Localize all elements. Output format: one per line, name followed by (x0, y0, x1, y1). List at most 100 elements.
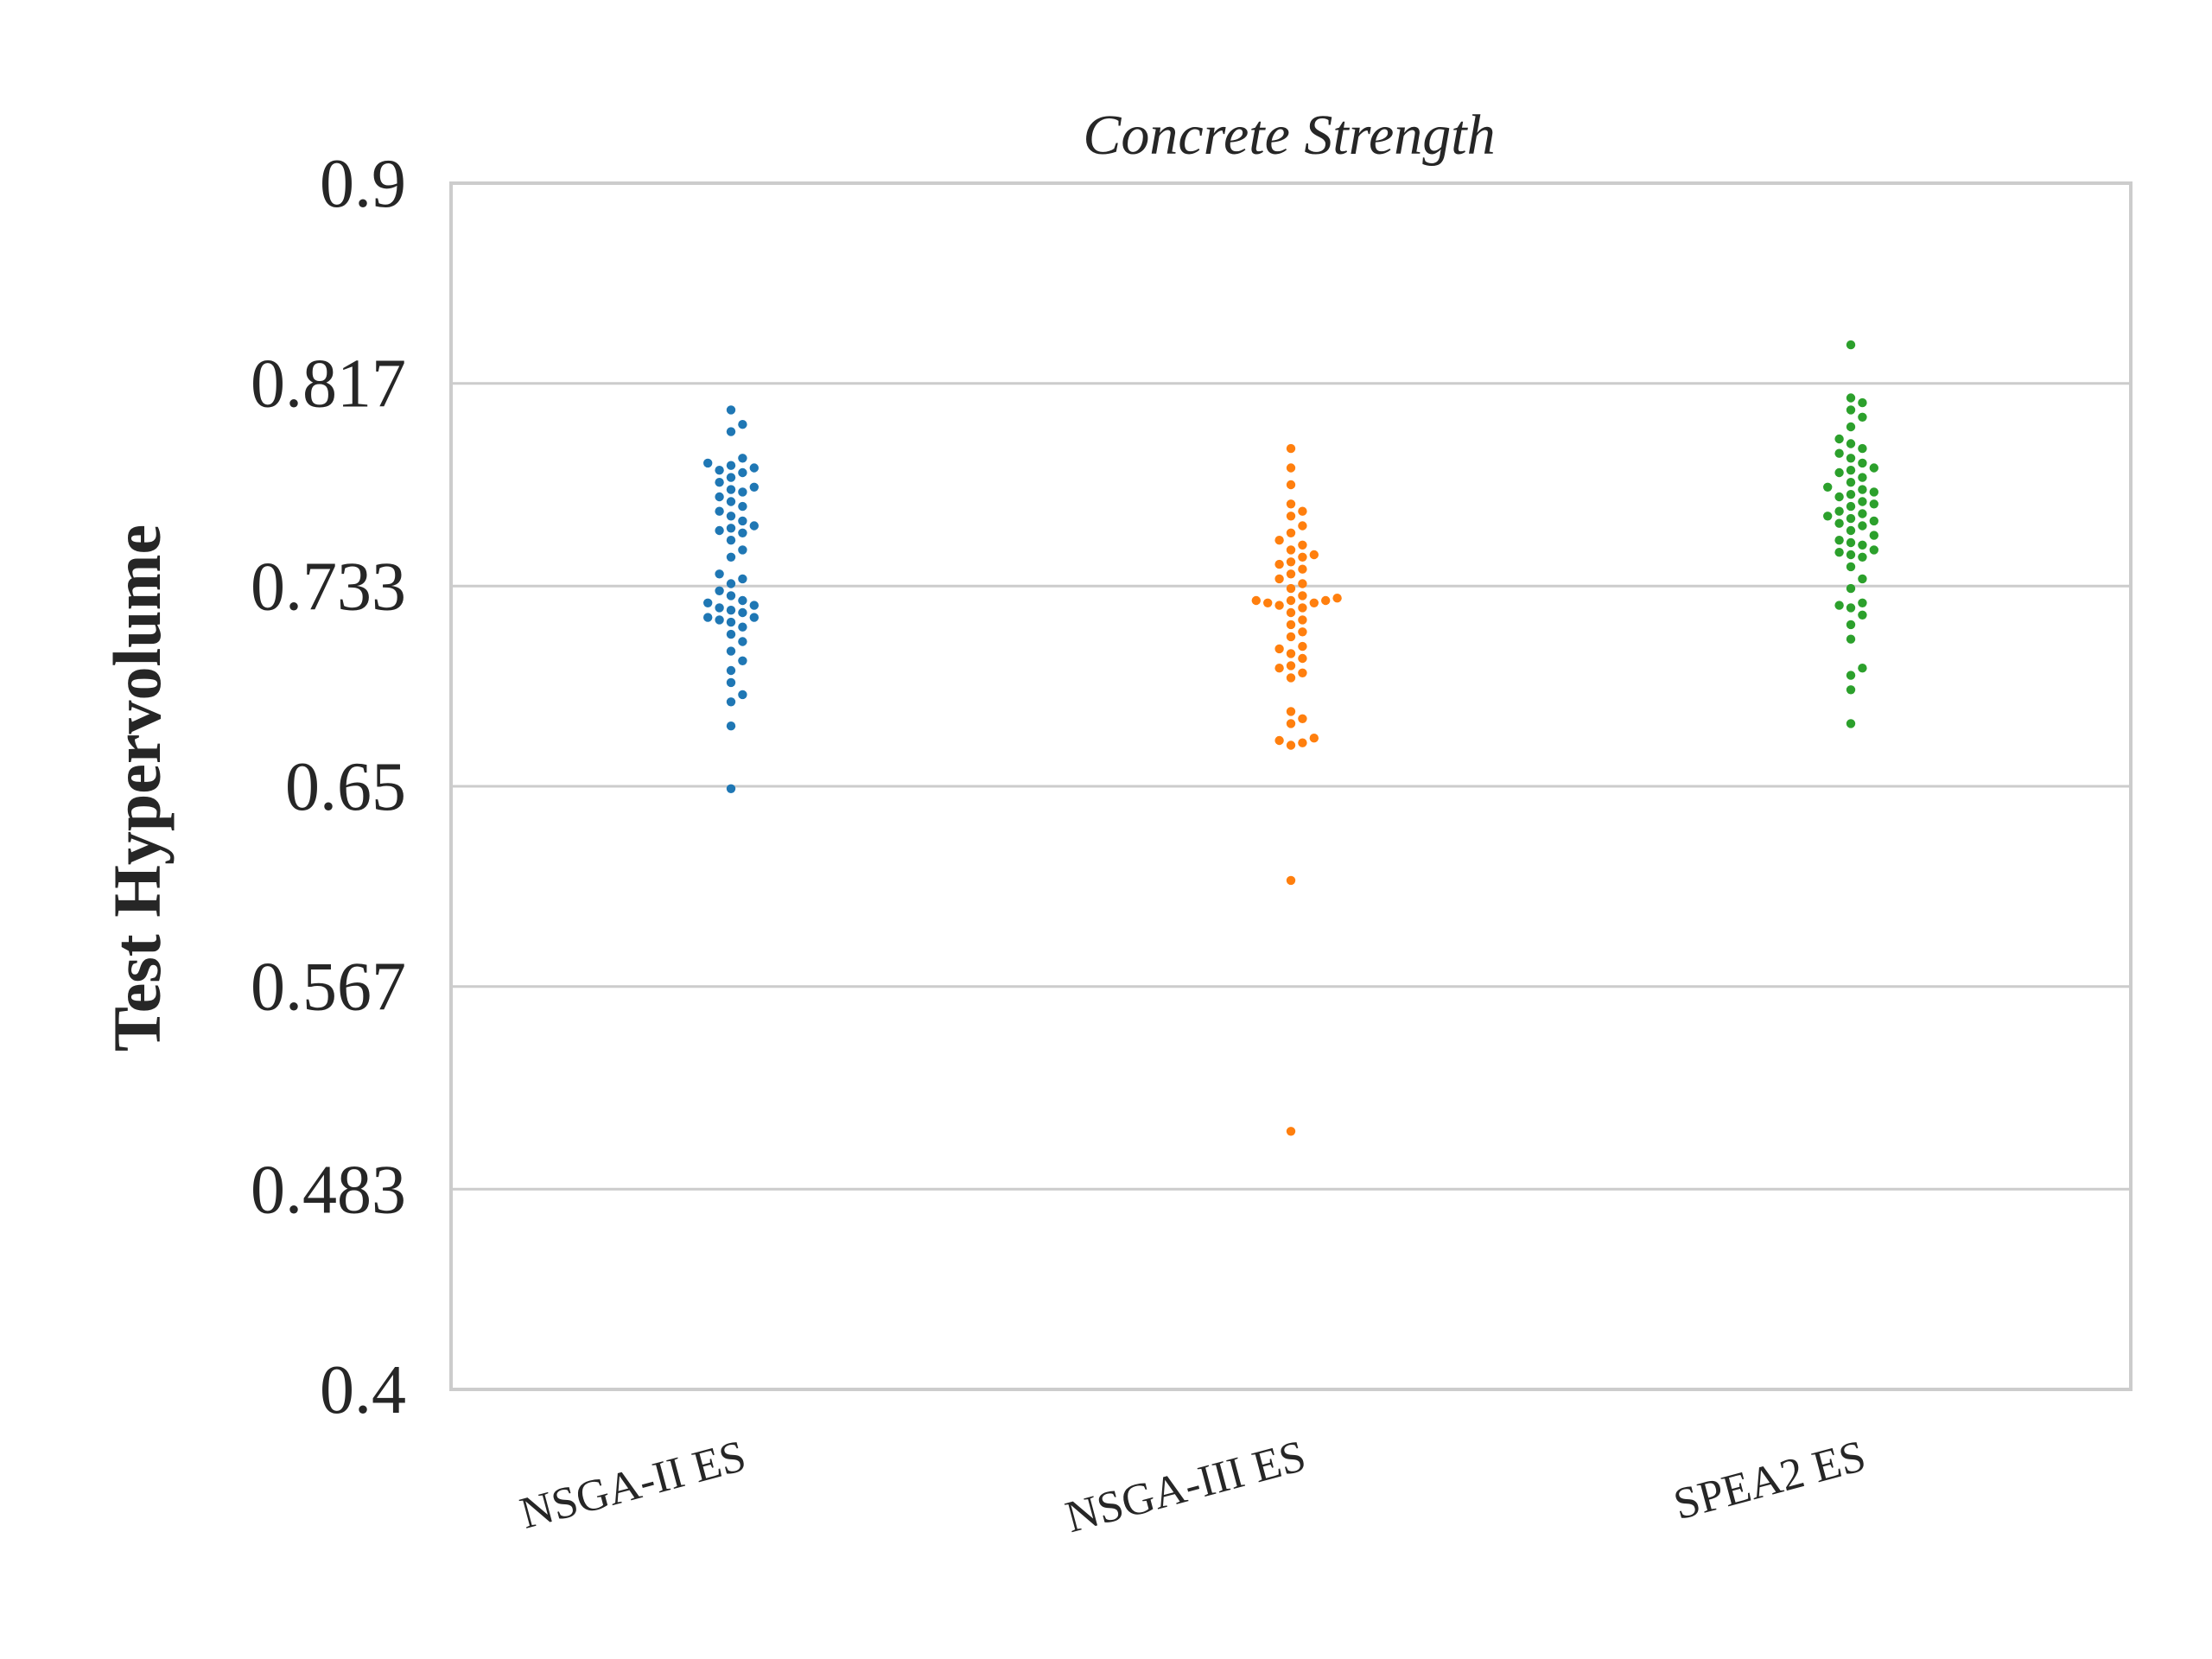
data-point (1846, 439, 1856, 448)
data-point (726, 591, 736, 601)
data-point (1286, 661, 1296, 671)
data-point (1298, 641, 1307, 652)
data-point (1846, 685, 1856, 695)
data-point (715, 615, 724, 625)
data-point (1309, 550, 1319, 560)
data-point (749, 482, 759, 492)
data-point (738, 467, 747, 478)
data-point (715, 569, 724, 579)
data-point (726, 606, 736, 615)
data-point (1858, 397, 1867, 408)
y-tick-label: 0.817 (251, 346, 406, 423)
data-point (1286, 443, 1296, 454)
data-point (726, 497, 736, 506)
plot-area-frame (449, 181, 2133, 1391)
data-point (738, 607, 747, 618)
data-point (1834, 448, 1844, 458)
chart-title: Concrete Strength (1083, 104, 1495, 167)
data-point (1298, 552, 1307, 562)
data-point (738, 595, 747, 606)
y-tick-labels: 0.4 0.483 0.567 0.65 0.733 0.817 0.9 (251, 146, 406, 1428)
data-point (1263, 598, 1273, 607)
data-point (1298, 627, 1307, 637)
data-point (1298, 506, 1307, 516)
data-point (738, 622, 747, 632)
data-point (1834, 506, 1844, 516)
y-axis-title: Test Hypervolume (99, 524, 175, 1052)
data-point (1286, 620, 1296, 630)
data-point (703, 458, 713, 468)
data-point (1834, 518, 1844, 528)
data-point (1274, 574, 1284, 584)
data-point (1858, 610, 1867, 620)
data-point (1869, 516, 1878, 526)
data-point (715, 478, 724, 487)
data-point (1834, 492, 1844, 502)
data-point (1286, 499, 1296, 509)
data-point (1846, 478, 1856, 487)
data-point (1846, 405, 1856, 415)
data-point (1251, 595, 1262, 606)
data-point (1846, 671, 1856, 680)
data-point (738, 637, 747, 646)
data-point (738, 487, 747, 497)
data-point (1846, 466, 1856, 475)
data-point (1286, 719, 1296, 728)
data-point (1846, 422, 1856, 432)
data-point (1846, 525, 1856, 536)
data-point (1321, 595, 1331, 606)
data-point (1869, 499, 1878, 509)
data-point (726, 784, 736, 793)
data-point (1858, 574, 1867, 584)
data-point (726, 524, 736, 533)
data-point (726, 485, 736, 494)
data-point (1846, 634, 1856, 644)
data-point (1869, 487, 1878, 497)
data-point (1858, 598, 1867, 607)
data-point (1298, 615, 1307, 625)
data-point (738, 516, 747, 526)
data-point (1846, 454, 1856, 463)
data-point (726, 512, 736, 521)
data-point (1846, 501, 1856, 512)
y-tick-label: 0.4 (320, 1352, 406, 1428)
data-point (1286, 463, 1296, 473)
data-point (1846, 562, 1856, 572)
data-point (1286, 741, 1296, 750)
data-point (1834, 548, 1844, 557)
data-point (726, 721, 736, 731)
data-point (1858, 443, 1867, 454)
data-point (1834, 536, 1844, 545)
data-point (1858, 485, 1867, 494)
data-point (1823, 482, 1833, 492)
data-point (1846, 490, 1856, 499)
data-point (749, 601, 759, 610)
data-point (1286, 595, 1296, 606)
data-point (1298, 564, 1307, 574)
data-point (726, 697, 736, 707)
data-point (715, 506, 724, 516)
data-point (749, 463, 759, 473)
data-point (726, 427, 736, 436)
data-point (726, 405, 736, 415)
data-point (1858, 664, 1867, 673)
data-point (1869, 531, 1878, 540)
data-point (1846, 719, 1856, 728)
data-point (1298, 603, 1307, 613)
data-point (1286, 649, 1296, 658)
data-points (703, 340, 1878, 1136)
data-point (715, 586, 724, 595)
data-point (1286, 875, 1296, 886)
data-point (738, 501, 747, 512)
data-point (1858, 412, 1867, 422)
data-point (726, 461, 736, 470)
data-point (726, 677, 736, 688)
data-point (738, 690, 747, 700)
data-point (1274, 601, 1284, 610)
data-point (1286, 545, 1296, 555)
data-point (738, 545, 747, 555)
data-point (1846, 513, 1856, 524)
data-point (1298, 714, 1307, 723)
data-point (1834, 467, 1844, 478)
